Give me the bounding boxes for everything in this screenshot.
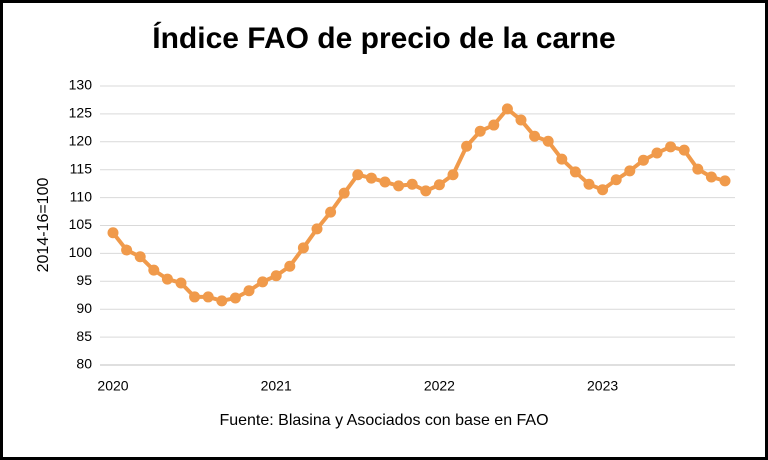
marker — [189, 291, 201, 303]
y-tick-label: 115 — [70, 160, 93, 176]
y-tick-label: 105 — [69, 216, 93, 232]
marker — [365, 172, 377, 184]
marker — [515, 114, 527, 126]
marker — [556, 153, 568, 165]
marker — [719, 175, 731, 187]
marker — [569, 166, 581, 178]
y-tick-label: 85 — [76, 328, 92, 344]
line — [111, 106, 726, 303]
y-tick-label: 110 — [70, 188, 93, 204]
marker — [678, 144, 690, 156]
y-tick-label: 95 — [76, 272, 92, 288]
marker — [474, 125, 486, 137]
source-note: Fuente: Blasina y Asociados con base en … — [219, 412, 548, 429]
marker — [257, 276, 269, 288]
y-tick-label: 80 — [76, 356, 92, 372]
marker — [610, 174, 622, 186]
y-tick-label: 90 — [76, 300, 92, 316]
marker — [488, 119, 500, 131]
marker — [216, 295, 228, 307]
marker — [148, 264, 160, 276]
x-tick-label: 2021 — [261, 378, 292, 394]
marker — [161, 273, 173, 285]
marker — [624, 165, 636, 177]
marker — [243, 285, 255, 297]
y-tick-label: 130 — [69, 77, 93, 93]
marker — [175, 277, 187, 289]
marker — [406, 178, 418, 190]
marker — [229, 292, 241, 304]
marker — [637, 154, 649, 166]
marker — [542, 135, 554, 147]
chart-title: Índice FAO de precio de la carne — [152, 21, 616, 55]
marker — [270, 270, 282, 282]
marker — [420, 185, 432, 197]
y-tick-label: 125 — [69, 105, 93, 121]
marker — [107, 227, 119, 239]
marker — [393, 180, 405, 192]
marker — [352, 169, 364, 181]
marker — [379, 176, 391, 188]
marker — [705, 171, 717, 183]
marker — [311, 223, 323, 235]
marker — [134, 251, 146, 263]
marker — [447, 169, 459, 181]
marker — [433, 179, 445, 191]
marker — [692, 163, 704, 175]
marker — [202, 291, 214, 303]
marker — [121, 244, 133, 256]
marker — [501, 103, 513, 115]
marker — [529, 130, 541, 142]
y-tick-label: 100 — [69, 244, 93, 260]
marker — [651, 147, 663, 159]
marker — [665, 141, 677, 153]
marker — [597, 184, 609, 196]
marker — [284, 260, 296, 272]
marker — [583, 178, 595, 190]
marker — [297, 242, 309, 254]
y-axis-label: 2014-16=100 — [35, 178, 52, 273]
marker — [338, 187, 350, 199]
x-tick-label: 2020 — [97, 378, 128, 394]
x-tick-label: 2023 — [587, 378, 618, 394]
marker — [461, 140, 473, 152]
y-tick-label: 120 — [69, 133, 93, 149]
marker — [325, 206, 337, 218]
x-tick-label: 2022 — [424, 378, 455, 394]
